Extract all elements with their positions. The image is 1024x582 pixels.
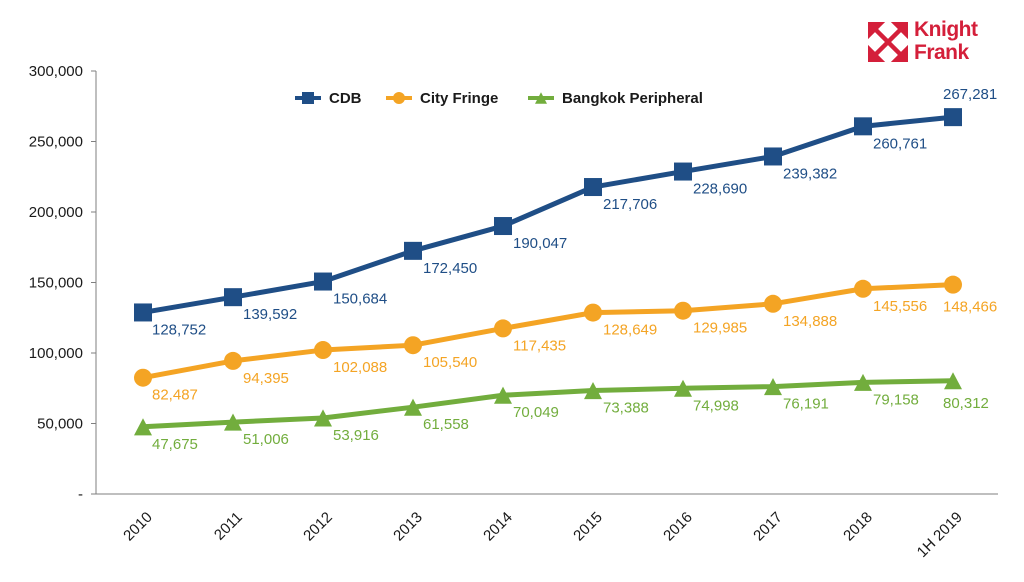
data-point — [404, 241, 422, 260]
data-point — [404, 336, 422, 355]
data-label: 70,049 — [513, 404, 559, 421]
data-point — [134, 368, 152, 387]
series-city-fringe: 82,487 94,395 102,088 105,540 117,435 128,649… — [134, 275, 997, 404]
data-label: 105,540 — [423, 354, 477, 371]
data-label: 190,047 — [513, 235, 567, 252]
x-tick-label: 2013 — [390, 509, 426, 545]
legend-label: Bangkok Peripheral — [562, 90, 703, 107]
data-label: 80,312 — [943, 395, 989, 412]
y-tick-label: 150,000 — [29, 275, 83, 292]
legend-swatch-marker — [302, 92, 314, 104]
data-point — [224, 351, 242, 370]
y-tick-label: 200,000 — [29, 204, 83, 221]
logo-line-2: Frank — [914, 41, 969, 64]
data-label: 53,916 — [333, 427, 379, 444]
data-label: 73,388 — [603, 400, 649, 417]
data-label: 47,675 — [152, 436, 198, 453]
data-label: 102,088 — [333, 359, 387, 376]
x-tick-label: 2015 — [570, 509, 606, 545]
data-point — [674, 162, 692, 181]
data-label: 228,690 — [693, 181, 747, 198]
x-tick-label: 2012 — [300, 509, 336, 545]
data-point — [944, 275, 962, 294]
data-label: 260,761 — [873, 135, 927, 152]
data-label: 117,435 — [513, 337, 566, 354]
data-point — [404, 398, 422, 416]
data-label: 145,556 — [873, 298, 927, 315]
data-point — [674, 301, 692, 320]
data-label: 217,706 — [603, 196, 657, 213]
data-point — [494, 386, 512, 404]
data-label: 128,752 — [152, 321, 206, 338]
data-point — [764, 294, 782, 313]
y-tick-label: 100,000 — [29, 345, 83, 362]
data-point — [314, 341, 332, 360]
x-tick-label: 2011 — [211, 509, 246, 544]
legend-item-bangkok-peripheral: Bangkok Peripheral — [528, 90, 703, 107]
data-point — [134, 418, 152, 436]
data-label: 79,158 — [873, 391, 919, 408]
data-point — [314, 409, 332, 427]
y-tick-label: 50,000 — [37, 416, 83, 433]
data-point — [494, 319, 512, 338]
data-point — [764, 147, 782, 166]
data-label: 61,558 — [423, 416, 469, 433]
series-line — [142, 114, 954, 315]
data-label: 74,998 — [693, 397, 739, 414]
data-label: 148,466 — [943, 299, 997, 316]
x-tick-label: 2016 — [660, 509, 696, 545]
series-line — [142, 282, 954, 381]
data-label: 267,281 — [943, 86, 997, 103]
data-label: 128,649 — [603, 322, 657, 339]
legend-swatch-marker — [393, 92, 405, 104]
data-point — [224, 413, 242, 431]
y-tick-label: - — [78, 486, 83, 503]
series-line — [142, 378, 954, 430]
data-point — [674, 379, 692, 397]
data-label: 51,006 — [243, 431, 289, 448]
data-label: 139,592 — [243, 306, 297, 323]
series-bangkok-peripheral: 47,675 51,006 53,916 61,558 70,049 73,388 74,9… — [134, 372, 989, 453]
logo-line-1: Knight — [914, 18, 978, 41]
data-label: 134,888 — [783, 313, 837, 330]
series-cdb: 128,752 139,592 150,684 172,450 190,047 217,7… — [134, 86, 997, 338]
data-label: 76,191 — [783, 396, 829, 413]
data-point — [854, 373, 872, 391]
data-label: 94,395 — [243, 370, 289, 387]
x-tick-label: 2014 — [480, 509, 516, 545]
data-label: 172,450 — [423, 260, 477, 277]
legend-item-cdb: CDB — [295, 90, 362, 107]
data-point — [854, 117, 872, 136]
logo-wordmark: Knight Frank — [914, 18, 978, 64]
x-tick-label: 2018 — [840, 509, 876, 545]
data-point — [314, 272, 332, 291]
data-point — [494, 217, 512, 236]
data-label: 150,684 — [333, 291, 387, 308]
x-tick-label: 2017 — [750, 509, 786, 545]
y-tick-label: 300,000 — [29, 63, 83, 80]
x-tick-label: 1H 2019 — [914, 509, 966, 561]
data-point — [764, 378, 782, 396]
data-point — [584, 303, 602, 322]
data-point — [854, 279, 872, 298]
x-tick-label: 2010 — [120, 509, 156, 545]
data-point — [134, 303, 152, 322]
knight-frank-logo-mark — [865, 19, 911, 65]
data-label: 82,487 — [152, 387, 198, 404]
data-point — [584, 381, 602, 400]
data-point — [584, 178, 602, 197]
legend-label: CDB — [329, 90, 362, 107]
data-label: 129,985 — [693, 320, 747, 337]
data-point — [944, 372, 962, 390]
data-point — [224, 288, 242, 307]
legend-label: City Fringe — [420, 90, 498, 107]
data-label: 239,382 — [783, 165, 837, 182]
data-point — [944, 108, 962, 127]
legend-swatch-marker — [535, 92, 547, 104]
knight-frank-logo: Knight Frank — [865, 18, 1006, 70]
legend-item-city-fringe: City Fringe — [386, 90, 498, 107]
y-tick-label: 250,000 — [29, 134, 83, 151]
